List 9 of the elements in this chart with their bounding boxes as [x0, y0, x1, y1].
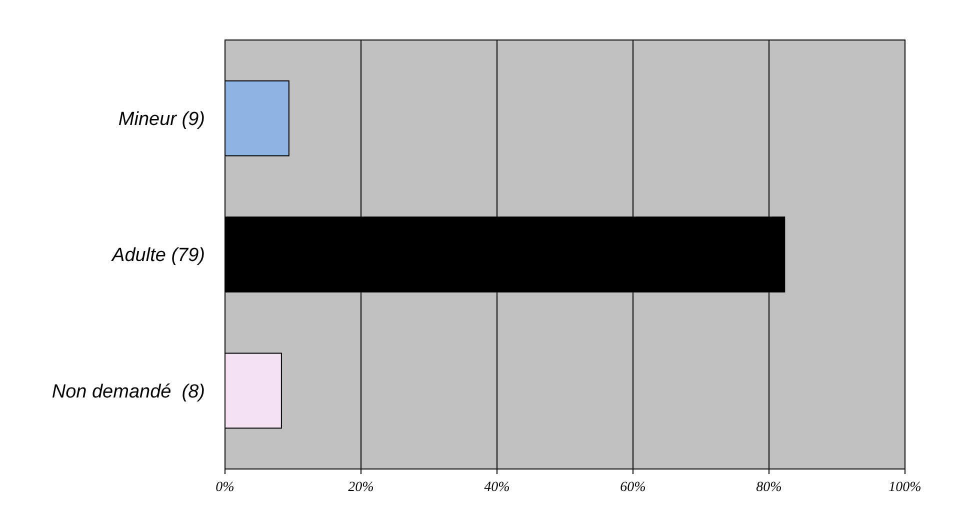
x-tick-label: 0%	[216, 480, 234, 495]
x-tick-label: 80%	[756, 480, 782, 495]
y-tick-label: Mineur (9)	[118, 108, 205, 130]
x-tick-label: 20%	[348, 480, 374, 495]
x-tick-label: 60%	[620, 480, 646, 495]
x-tick-label: 100%	[888, 480, 922, 495]
y-tick-label: Non demandé (8)	[52, 381, 205, 402]
x-tick-label: 40%	[484, 480, 510, 495]
y-tick-label: Adulte (79)	[111, 245, 205, 266]
